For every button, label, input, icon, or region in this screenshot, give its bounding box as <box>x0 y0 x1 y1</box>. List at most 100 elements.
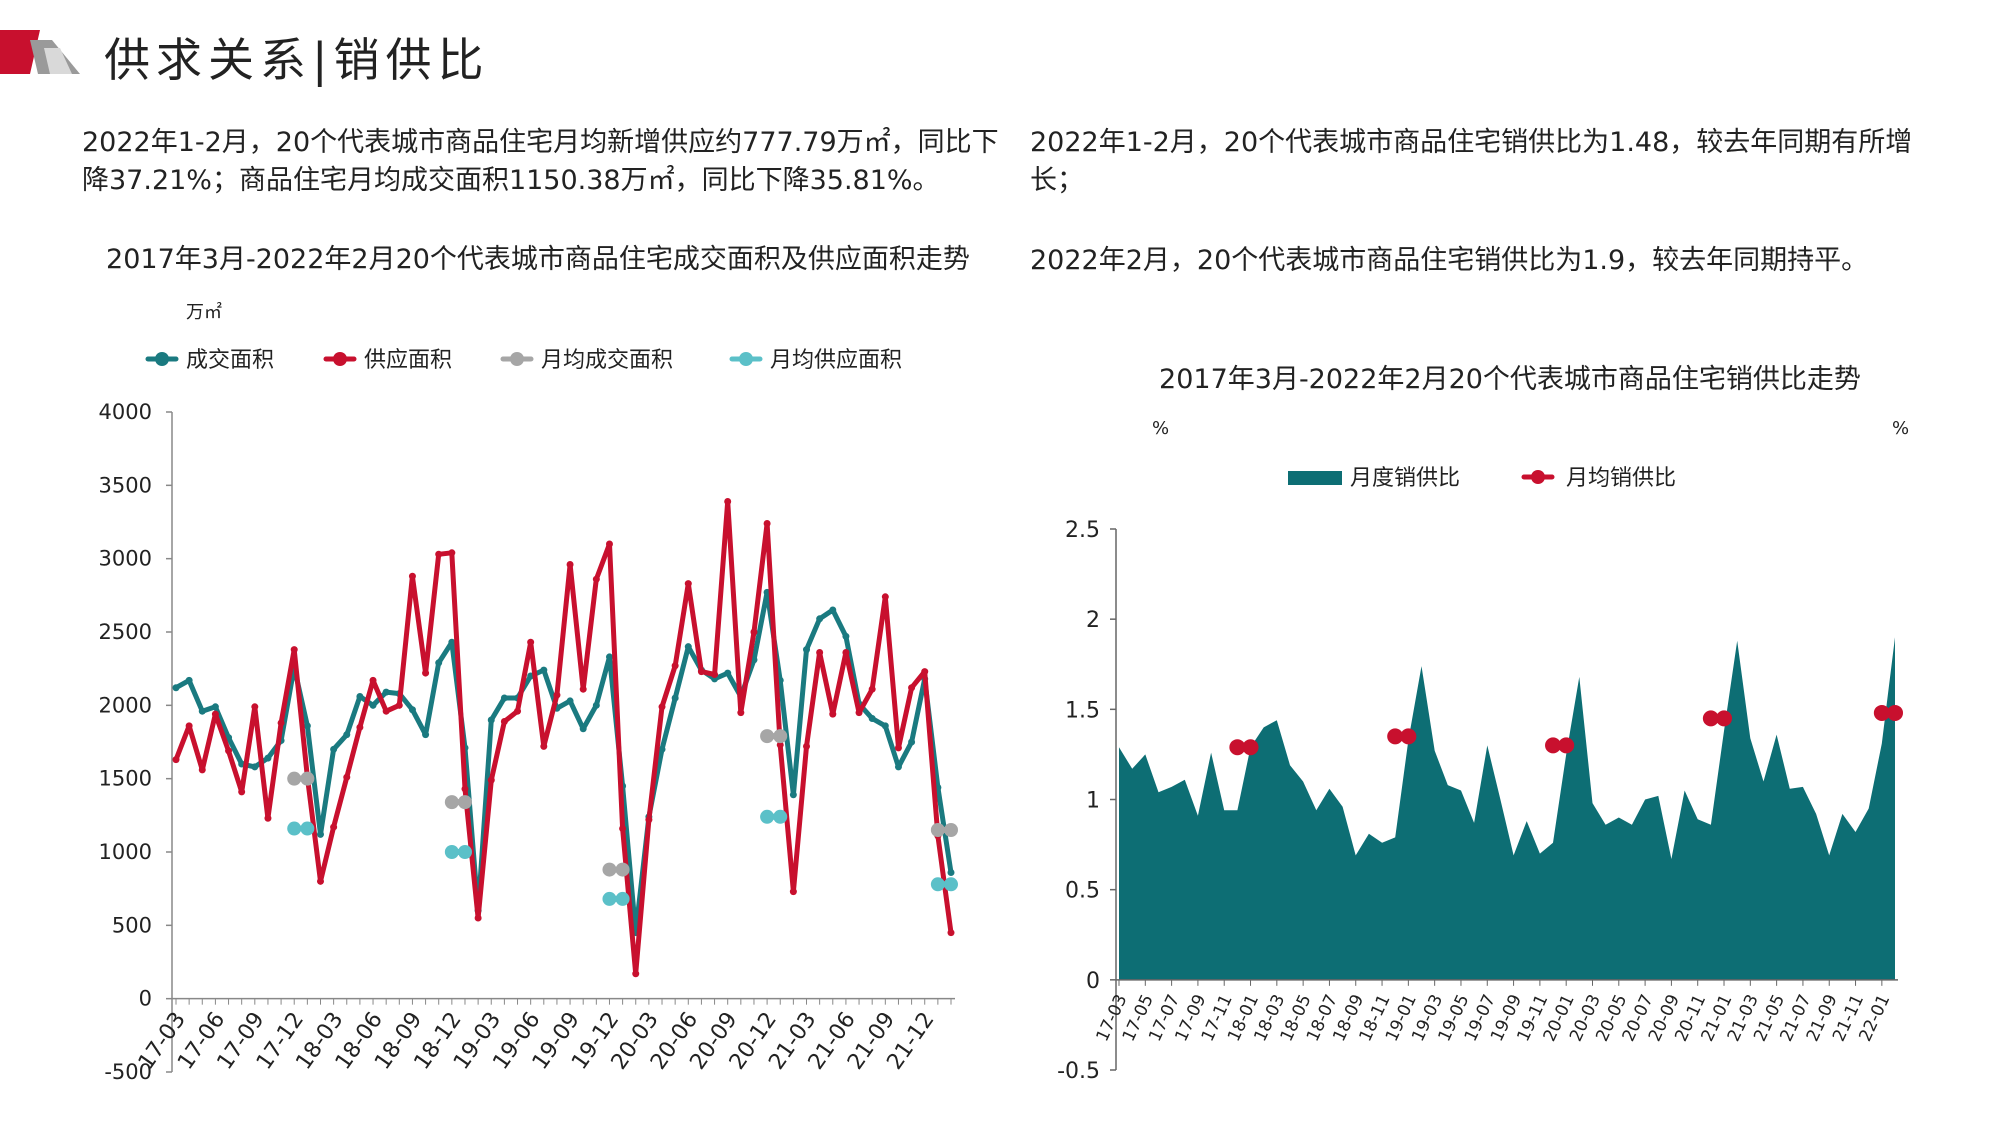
data-point <box>500 717 508 725</box>
legend-swatch-3-dot <box>739 352 753 366</box>
data-point <box>408 572 416 580</box>
data-point <box>868 715 876 723</box>
data-point <box>829 710 837 718</box>
data-point <box>697 668 705 676</box>
data-point <box>422 669 430 677</box>
data-point <box>803 742 811 750</box>
data-point <box>724 669 732 677</box>
data-point <box>514 707 522 715</box>
data-point <box>198 766 206 774</box>
data-point <box>789 791 797 799</box>
data-point <box>658 703 666 711</box>
chart2-unit-right: % <box>1892 418 1910 439</box>
legend-label: 月均供应面积 <box>770 348 902 373</box>
data-point <box>356 723 364 731</box>
data-point <box>474 914 482 922</box>
data-point <box>908 684 916 692</box>
legend-label: 月度销供比 <box>1350 466 1460 491</box>
chart2-unit-left: % <box>1152 418 1170 439</box>
data-point <box>619 825 627 833</box>
y-tick-label: 0.5 <box>1065 879 1100 904</box>
data-point <box>540 742 548 750</box>
chart1-unit: 万㎡ <box>186 302 222 323</box>
left-summary-text: 2022年1-2月，20个代表城市商品住宅月均新增供应约777.79万㎡，同比下… <box>82 127 999 196</box>
data-point <box>330 823 338 831</box>
data-point <box>303 722 311 730</box>
data-point <box>185 722 193 730</box>
avg-point <box>930 823 945 837</box>
avg-ratio-point <box>1229 739 1246 756</box>
y-tick-label: -0.5 <box>1057 1059 1100 1084</box>
data-point <box>527 638 535 646</box>
avg-point <box>773 729 788 744</box>
legend-label: 供应面积 <box>364 348 452 373</box>
data-point <box>448 638 456 646</box>
avg-ratio-point <box>1702 710 1719 727</box>
avg-point <box>615 862 630 877</box>
area-series <box>1119 637 1895 980</box>
y-tick-label: 1000 <box>99 840 152 864</box>
avg-ratio-point <box>1873 704 1890 721</box>
data-point <box>947 929 955 937</box>
avg-point <box>444 795 459 810</box>
data-point <box>487 716 495 724</box>
data-point <box>776 741 784 749</box>
y-tick-label: 4000 <box>99 400 152 424</box>
avg-point <box>457 845 472 859</box>
data-point <box>632 970 640 978</box>
data-point <box>868 685 876 693</box>
data-point <box>408 706 416 714</box>
data-point <box>816 649 824 657</box>
data-point <box>553 691 561 699</box>
right-summary-text-2: 2022年2月，20个代表城市商品住宅销供比为1.9，较去年同期持平。 <box>1030 245 1869 276</box>
data-point <box>382 707 390 715</box>
data-point <box>921 668 929 676</box>
legend-swatch-2-dot <box>510 352 524 366</box>
data-point <box>211 703 219 711</box>
chart2-title: 2017年3月-2022年2月20个代表城市商品住宅销供比走势 <box>1159 364 1861 395</box>
data-point <box>829 606 837 614</box>
avg-point <box>287 821 302 836</box>
data-point <box>290 646 298 654</box>
avg-ratio-point <box>1716 710 1733 727</box>
data-point <box>894 763 902 771</box>
y-tick-label: 0 <box>139 987 152 1011</box>
data-point <box>487 776 495 784</box>
avg-point <box>760 809 775 824</box>
data-point <box>264 754 272 762</box>
data-point <box>789 888 797 896</box>
data-point <box>461 785 469 793</box>
data-point <box>330 745 338 753</box>
avg-ratio-point <box>1387 728 1404 745</box>
data-point <box>908 738 916 746</box>
avg-point <box>944 877 958 892</box>
y-tick-label: 1 <box>1086 789 1100 814</box>
data-point <box>684 643 692 651</box>
data-point <box>579 685 587 693</box>
avg-point <box>444 845 459 859</box>
data-point <box>343 773 351 781</box>
data-point <box>238 788 246 796</box>
data-point <box>855 709 863 717</box>
legend-swatch-1-dot <box>333 352 347 366</box>
sales-supply-ratio-area-chart: 月度销供比 月均销供比-0.500.511.522.517-0317-0517-0… <box>1057 466 1903 1084</box>
avg-point <box>615 891 630 906</box>
data-point <box>803 646 811 654</box>
avg-point <box>300 821 315 836</box>
data-point <box>211 710 219 718</box>
legend-swatch-0-dot <box>155 352 169 366</box>
data-point <box>225 747 233 755</box>
data-point <box>316 877 324 885</box>
avg-point <box>760 729 775 744</box>
y-tick-label: 2.5 <box>1065 518 1100 543</box>
data-point <box>881 593 889 601</box>
data-point <box>172 684 180 692</box>
y-tick-label: 0 <box>1086 969 1100 994</box>
data-point <box>842 632 850 640</box>
avg-point <box>457 795 472 810</box>
avg-point <box>773 809 788 824</box>
y-tick-label: 1.5 <box>1065 698 1100 723</box>
series-line-供应面积 <box>173 499 954 977</box>
data-point <box>671 694 679 702</box>
avg-point <box>944 823 958 837</box>
